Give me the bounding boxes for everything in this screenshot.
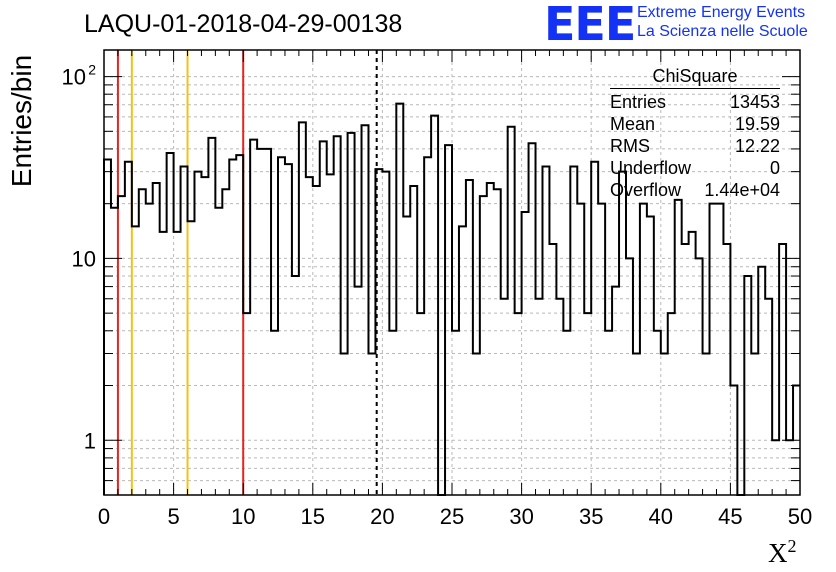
stats-label: Entries <box>610 92 667 112</box>
eee-logo: EEE <box>544 0 636 51</box>
x-axis-label-text: X <box>768 538 788 568</box>
y-axis-label: Entries/bin <box>4 54 40 188</box>
chart-title: LAQU-01-2018-04-29-00138 <box>84 10 403 38</box>
x-tick-label: 35 <box>579 504 603 529</box>
x-tick-label: 50 <box>788 504 812 529</box>
stats-row-mean: Mean 19.59 <box>610 113 780 135</box>
stats-value: 13453 <box>729 92 780 112</box>
stats-label: RMS <box>610 136 650 156</box>
stats-label: Overflow <box>610 180 682 200</box>
stats-box-title: ChiSquare <box>610 66 780 89</box>
x-tick-label: 15 <box>301 504 325 529</box>
y-tick-label: 10 <box>72 246 96 271</box>
stats-row-rms: RMS 12.22 <box>610 135 780 157</box>
stats-value: 1.44e+04 <box>704 180 780 200</box>
x-tick-label: 0 <box>98 504 110 529</box>
stats-value: 0 <box>769 158 780 178</box>
stats-row-underflow: Underflow 0 <box>610 157 780 179</box>
stats-row-entries: Entries 13453 <box>610 91 780 113</box>
stats-box: ChiSquare Entries 13453 Mean 19.59 RMS 12.2… <box>610 66 780 201</box>
y-axis-label-text: Entries/bin <box>6 54 37 188</box>
y-tick-label-exponent: 2 <box>88 62 96 78</box>
stats-value: 19.59 <box>734 114 780 134</box>
x-tick-label: 40 <box>649 504 673 529</box>
logo-line-2: La Scienza nelle Scuole <box>637 23 808 40</box>
stats-label: Underflow <box>610 158 692 178</box>
logo-line-1: Extreme Energy Events <box>637 4 806 21</box>
x-tick-label: 45 <box>718 504 742 529</box>
logo-caption: Extreme Energy Events La Scienza nelle S… <box>637 3 808 41</box>
x-axis-label: X2 <box>768 536 797 569</box>
y-tick-label: 10 <box>62 65 86 90</box>
x-tick-label: 20 <box>370 504 394 529</box>
x-tick-label: 5 <box>167 504 179 529</box>
y-tick-label: 1 <box>84 428 96 453</box>
x-tick-label: 25 <box>440 504 464 529</box>
x-tick-label: 10 <box>231 504 255 529</box>
histogram-series-line <box>103 102 800 496</box>
x-tick-label: 30 <box>509 504 533 529</box>
stats-label: Mean <box>610 114 656 134</box>
x-axis-label-superscript: 2 <box>787 536 797 556</box>
stats-row-overflow: Overflow 1.44e+04 <box>610 179 780 201</box>
stats-value: 12.22 <box>734 136 780 156</box>
